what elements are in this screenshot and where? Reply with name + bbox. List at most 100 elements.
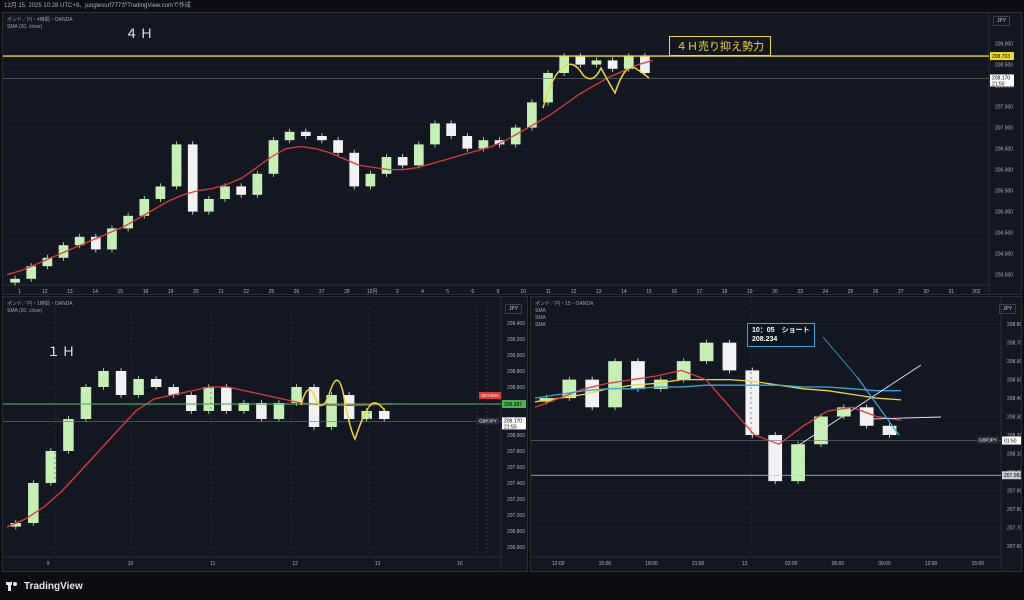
h1-symbol-tag-text: GBPJPY [479,418,497,423]
candle-body-34 [559,56,570,73]
x-tick-label-0: 9 [47,561,50,567]
candle-body-32 [527,102,537,128]
candle-body-25 [413,144,424,166]
x-tick-label-5: 16 [457,561,463,567]
h1-chart-panel[interactable]: 209.400209.200209.000208.800208.600208.4… [2,296,528,572]
x-tick-label-10: 25 [269,289,275,295]
candle-body-3 [58,245,69,258]
candle-body-6 [676,361,691,380]
h1-chart-svg[interactable]: 209.400209.200209.000208.800208.600208.4… [3,297,528,572]
candle-body-7 [699,342,714,362]
y-tick-label-1: 209.200 [507,337,525,343]
x-tick-label-21: 11 [546,289,551,295]
candle-body-1 [28,483,39,523]
m15-short-annotation-line1: 10：05 ショート [752,327,810,334]
candle-body-20 [361,411,372,419]
x-tick-label-4: 13 [375,561,381,567]
candle-body-5 [90,236,101,250]
candle-body-15 [882,425,897,435]
candle-body-26 [430,123,440,145]
x-tick-label-1: 15:00 [599,561,612,567]
y-tick-label-0: 208.800 [1007,322,1022,328]
m15-symbol-tag [977,436,999,444]
m15-currency-label[interactable]: JPY [999,304,1017,314]
x-tick-label-2: 11 [210,561,215,567]
x-tick-label-5: 03:00 [785,561,798,567]
ma-line-0 [534,378,902,403]
candle-body-31 [510,127,521,145]
m15-study-label-1: SMA [535,308,546,314]
candle-body-15 [273,403,285,419]
h4-annotation-box[interactable]: ４Ｈ売り抑え勢力 [669,36,771,56]
candle-body-7 [123,215,133,229]
y-tick-label-9: 204.500 [995,231,1013,237]
y-tick-label-2: 208.000 [995,84,1013,90]
candle-body-11 [187,144,198,212]
y-tick-label-11: 207.200 [507,497,525,503]
candle-body-24 [397,157,408,166]
m15-annotation-pointer [822,336,858,378]
m15-short-annotation[interactable]: 10：05 ショート 208.234 [747,323,815,347]
candle-body-14 [859,407,874,426]
candle-body-6 [115,371,127,395]
h4-current-time-text: 21:50 [992,81,1005,87]
candle-body-16 [291,387,302,403]
h1-sma-tag-text: SMA/MA [481,393,499,398]
candle-body-36 [591,60,602,65]
m15-chart-panel[interactable]: 208.800 208.700 208.600 208.500 208.400 208.3… [530,296,1022,572]
h1-currency-label[interactable]: JPY [505,304,523,314]
h4-chart-svg[interactable]: 209.000 208.500 208.000 207.500 207.000 206.5… [3,13,1022,295]
candle-body-6 [107,228,117,250]
candle-body-30 [494,140,505,145]
y-tick-label-9: 207.600 [507,465,525,471]
x-tick-label-26: 16 [671,289,677,295]
x-tick-label-25: 15 [646,289,652,295]
candle-body-10 [768,435,783,482]
candle-body-8 [139,199,150,216]
y-tick-label-2: 208.600 [1007,359,1022,365]
y-tick-label-5: 208.300 [1007,415,1022,421]
candle-body-35 [575,56,586,65]
h4-currency-label[interactable]: JPY [993,16,1011,26]
chart-header-text: 12月 15, 2025 10:28 UTC+9、junglesurf777がT… [0,0,1024,12]
candle-body-12 [204,199,214,212]
x-tick-label-2: 13 [67,289,73,295]
m15-chart-svg[interactable]: 208.800 208.700 208.600 208.500 208.400 208.3… [531,297,1022,572]
candle-body-37 [607,60,618,69]
candle-body-28 [462,136,473,149]
candle-body-17 [284,131,295,141]
candle-body-4 [80,387,92,419]
m15-current-time-text: 01:50 [1004,439,1017,445]
x-tick-label-31: 23 [797,289,803,295]
y-tick-label-10: 207.400 [507,481,525,487]
y-tick-label-9: 207.900 [1007,488,1022,494]
x-tick-label-4: 13 [742,561,748,567]
x-tick-label-20: 10 [520,289,526,295]
candle-body-16 [268,140,279,174]
h4-chart-panel[interactable]: 209.000 208.500 208.000 207.500 207.000 206.5… [2,12,1022,295]
x-tick-label-3: 21:00 [692,561,705,567]
x-tick-label-6: 19 [168,289,174,295]
candle-body-29 [478,140,489,149]
tradingview-logo[interactable]: TradingView [6,581,83,592]
level-price-tag-0 [502,400,526,409]
h1-symbol-tag [477,417,499,425]
candle-body-39 [640,56,650,73]
x-tick-label-7: 20 [193,289,199,295]
x-tick-label-24: 14 [621,289,627,295]
candle-body-10 [171,144,182,187]
x-tick-label-22: 12 [571,289,577,295]
level-price-tag-0 [1002,471,1021,480]
candle-body-0 [10,523,22,527]
x-tick-label-5: 18 [143,289,149,295]
candle-body-4 [631,361,645,389]
x-tick-label-15: 3 [396,289,399,295]
candle-body-11 [791,444,805,482]
candle-body-20 [333,140,343,153]
m15-uptrend-line [798,364,922,446]
x-tick-label-17: 5 [446,289,449,295]
h1-timeframe-label: １Ｈ [47,344,78,359]
candle-body-13 [238,403,250,411]
h4-study-label: SMA (20, close) [7,24,43,30]
tradingview-logo-icon [6,582,20,591]
